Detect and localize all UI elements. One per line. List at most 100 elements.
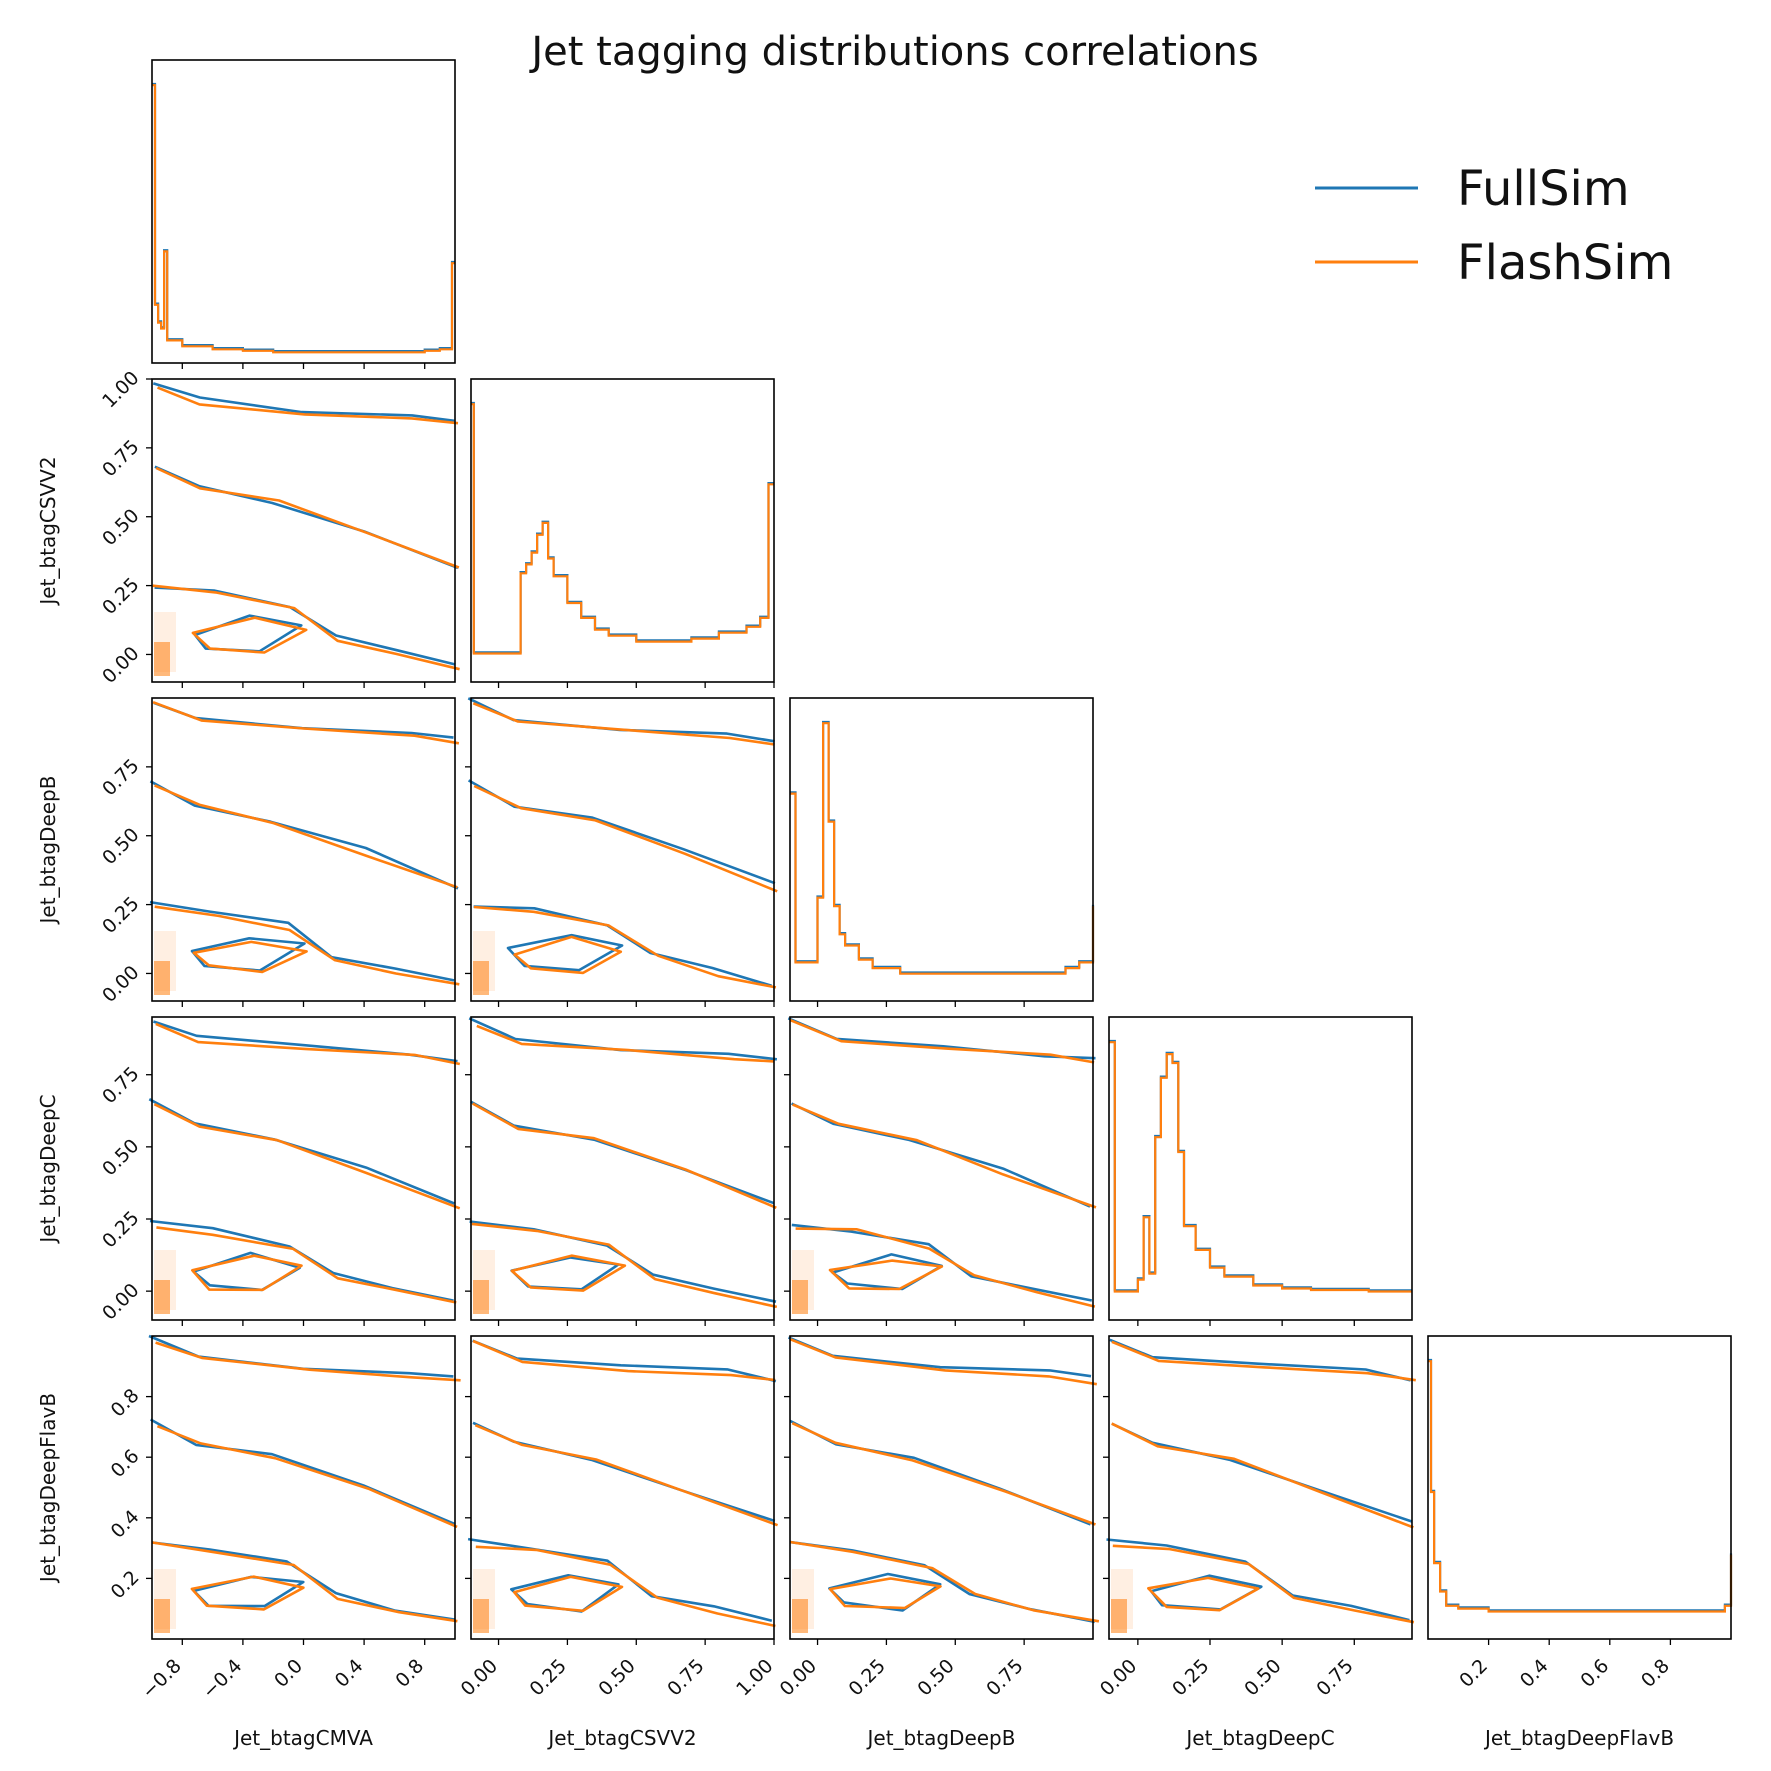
contour-flashsim-inner bbox=[192, 940, 308, 974]
chart-title: Jet tagging distributions correlations bbox=[528, 29, 1258, 75]
contour-flashsim-2 bbox=[152, 1541, 458, 1623]
density-core bbox=[154, 642, 170, 676]
y-tick-label: 0.00 bbox=[98, 961, 143, 1006]
density-halo bbox=[792, 1250, 814, 1310]
contour-flashsim-1 bbox=[471, 1102, 777, 1209]
y-tick-label: 0.50 bbox=[98, 1135, 143, 1180]
contour-flashsim-1 bbox=[473, 784, 778, 893]
density-halo bbox=[792, 1569, 814, 1629]
x-tick-label: −0.8 bbox=[138, 1655, 186, 1703]
x-tick-label: 0.25 bbox=[844, 1655, 889, 1700]
contour-fullsim-1 bbox=[467, 779, 776, 885]
density-core bbox=[154, 1280, 170, 1314]
panel-frame bbox=[470, 378, 775, 683]
density-core bbox=[473, 1280, 489, 1314]
density-core bbox=[1111, 1599, 1127, 1633]
contour-fullsim-inner bbox=[192, 1575, 305, 1608]
x-tick-label: 0.00 bbox=[457, 1655, 502, 1700]
panel-Jet_btagDeepFlavB-vs-Jet_btagCMVA: −0.8 −0.4 0.0 0.4 0.8 0.2 0.4 0.6 0.8 Jet_btagCMV… bbox=[36, 1334, 461, 1750]
panel-Jet_btagDeepC-vs-Jet_btagCSVV2 bbox=[465, 1016, 778, 1326]
contour-flashsim-0 bbox=[155, 1022, 461, 1066]
panel-frame bbox=[789, 1016, 1094, 1321]
contour-fullsim-2 bbox=[154, 586, 456, 666]
x-tick-label: 0.75 bbox=[663, 1655, 708, 1700]
panel-frame bbox=[470, 1335, 775, 1640]
density-core bbox=[792, 1280, 808, 1314]
contour-fullsim-2 bbox=[791, 1223, 1093, 1302]
hist-fullsim-Jet_btagDeepB bbox=[790, 720, 1095, 974]
contour-flashsim-0 bbox=[789, 1018, 1095, 1064]
contour-fullsim-2 bbox=[469, 1220, 777, 1303]
panels: 0.00 0.25 0.50 0.75 1.00 Jet_btagCSVV2 0.00 0.2… bbox=[36, 59, 1733, 1750]
density-halo bbox=[1111, 1569, 1133, 1629]
density-halo bbox=[154, 612, 176, 672]
y-tick-label: 1.00 bbox=[98, 367, 143, 412]
contour-fullsim-2 bbox=[789, 1540, 1096, 1624]
contour-flashsim-2 bbox=[152, 584, 460, 671]
y-tick-label: 0.2 bbox=[107, 1566, 144, 1603]
panel-Jet_btagDeepB-vs-Jet_btagCSVV2 bbox=[465, 697, 778, 1007]
contour-flashsim-inner bbox=[190, 1575, 305, 1611]
contour-fullsim-2 bbox=[467, 1537, 773, 1622]
y-tick-label: 0.25 bbox=[98, 893, 143, 938]
contour-flashsim-1 bbox=[792, 1103, 1097, 1209]
hist-flashsim-Jet_btagCSVV2 bbox=[471, 403, 774, 655]
hist-fullsim-Jet_btagCSVV2 bbox=[471, 401, 774, 654]
x-axis-label-Jet_btagDeepC: Jet_btagDeepC bbox=[1184, 1726, 1334, 1750]
x-tick-label: 0.50 bbox=[594, 1655, 639, 1700]
y-tick-label: 0.00 bbox=[98, 1279, 143, 1324]
panel-Jet_btagDeepFlavB-vs-Jet_btagDeepB: 0.00 0.25 0.50 0.75 Jet_btagDeepB bbox=[776, 1335, 1100, 1750]
y-tick-label: 0.8 bbox=[107, 1385, 144, 1422]
contour-flashsim-2 bbox=[795, 1227, 1096, 1308]
legend: FullSim FlashSim bbox=[1315, 161, 1673, 291]
y-tick-label: 0.4 bbox=[107, 1506, 144, 1543]
contour-fullsim-1 bbox=[472, 1421, 776, 1523]
contour-flashsim-2 bbox=[156, 1226, 457, 1304]
y-tick-label: 0.50 bbox=[98, 824, 143, 869]
x-tick-label: 0.00 bbox=[776, 1655, 821, 1700]
y-tick-label: 0.75 bbox=[98, 436, 143, 481]
contour-flashsim-2 bbox=[475, 1545, 776, 1628]
contour-flashsim-2 bbox=[154, 905, 460, 986]
y-tick-label: 0.75 bbox=[98, 1063, 143, 1108]
y-tick-label: 0.25 bbox=[98, 1207, 143, 1252]
x-tick-label: 0.75 bbox=[1312, 1655, 1357, 1700]
panel-frame bbox=[789, 1335, 1094, 1640]
contour-flashsim-inner bbox=[191, 616, 308, 654]
contour-flashsim-2 bbox=[789, 1540, 1100, 1623]
legend-flashsim-label: FlashSim bbox=[1457, 235, 1673, 291]
contour-fullsim-1 bbox=[1111, 1422, 1413, 1523]
contour-flashsim-inner bbox=[512, 1575, 624, 1613]
density-core bbox=[473, 1599, 489, 1633]
hist-flashsim-Jet_btagDeepFlavB bbox=[1428, 1360, 1733, 1613]
x-tick-label: 0.8 bbox=[391, 1655, 428, 1692]
contour-flashsim-1 bbox=[154, 784, 458, 889]
panel-frame bbox=[1427, 1335, 1732, 1640]
hist-flashsim-Jet_btagCMVA bbox=[152, 84, 455, 354]
x-tick-label: 0.8 bbox=[1637, 1655, 1674, 1692]
contour-flashsim-1 bbox=[153, 1103, 461, 1210]
contour-flashsim-0 bbox=[472, 702, 775, 746]
x-tick-label: 0.50 bbox=[1240, 1655, 1285, 1700]
legend-fullsim-label: FullSim bbox=[1457, 161, 1630, 217]
contour-flashsim-0 bbox=[155, 1341, 461, 1382]
panel-frame bbox=[1108, 1016, 1413, 1321]
x-axis-label-Jet_btagDeepB: Jet_btagDeepB bbox=[866, 1726, 1016, 1750]
panel-frame bbox=[470, 1016, 775, 1321]
x-tick-label: 0.6 bbox=[1576, 1655, 1613, 1692]
x-tick-label: 0.00 bbox=[1096, 1655, 1141, 1700]
panel-Jet_btagCSVV2-vs-Jet_btagCSVV2 bbox=[470, 378, 775, 688]
x-tick-label: 0.4 bbox=[1516, 1655, 1553, 1692]
contour-fullsim-1 bbox=[154, 465, 459, 570]
contour-fullsim-inner bbox=[190, 937, 306, 972]
density-halo bbox=[154, 931, 176, 991]
contour-flashsim-0 bbox=[789, 1337, 1098, 1386]
contour-fullsim-inner bbox=[831, 1253, 943, 1291]
contour-flashsim-0 bbox=[157, 386, 459, 425]
density-halo bbox=[473, 931, 495, 991]
contour-fullsim-2 bbox=[1106, 1538, 1410, 1622]
contour-fullsim-inner bbox=[193, 614, 303, 653]
density-core bbox=[473, 961, 489, 995]
contour-fullsim-inner bbox=[1149, 1574, 1263, 1611]
